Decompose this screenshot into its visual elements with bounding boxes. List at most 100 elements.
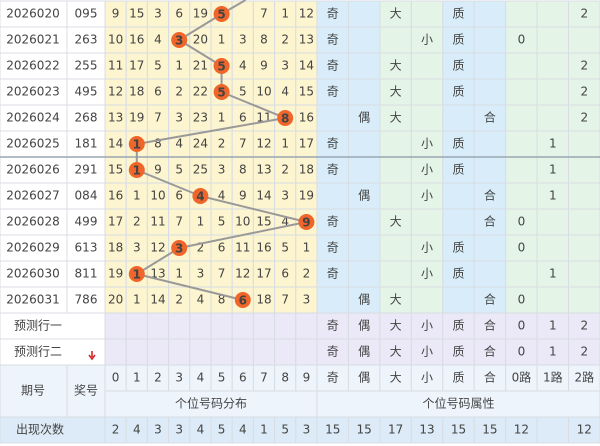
miss-count: 13	[150, 267, 165, 281]
ball	[213, 58, 230, 74]
cell	[0, 364, 68, 418]
number: 181	[75, 137, 98, 151]
attr: 偶	[358, 111, 370, 125]
predict-attr[interactable]: 偶	[358, 345, 370, 359]
cell	[66, 234, 106, 262]
number: 499	[75, 215, 98, 229]
predict-attr[interactable]: 奇	[327, 319, 339, 333]
attr: 1	[549, 163, 557, 177]
count: 5	[281, 423, 289, 437]
cell	[505, 26, 538, 54]
miss-count: 1	[175, 267, 183, 281]
trend-line	[221, 91, 286, 119]
cell	[231, 338, 254, 366]
cell	[410, 0, 444, 28]
cell	[252, 312, 276, 340]
cell	[347, 312, 381, 340]
predict-attr[interactable]: 1	[549, 319, 557, 333]
attr: 2	[580, 59, 588, 73]
attr: 质	[452, 59, 464, 73]
predict-attr[interactable]: 质	[452, 319, 464, 333]
miss-count: 4	[218, 189, 226, 203]
ball	[171, 32, 188, 48]
miss-count: 19	[108, 267, 123, 281]
miss-count: 4	[281, 215, 289, 229]
predict-attr[interactable]: 1	[549, 345, 557, 359]
miss-count: 7	[175, 215, 183, 229]
header-attr: 奇	[327, 371, 339, 385]
header-digit: 1	[133, 371, 141, 385]
header-digit: 0	[112, 371, 120, 385]
predict-attr[interactable]: 大	[390, 319, 402, 333]
attr: 质	[452, 163, 464, 177]
ball	[234, 292, 251, 308]
miss-count: 5	[281, 241, 289, 255]
predict-attr[interactable]: 2	[580, 345, 588, 359]
miss-count: 4	[281, 85, 289, 99]
attr: 0	[518, 33, 526, 47]
predict-attr[interactable]: 合	[484, 318, 496, 333]
cell	[379, 130, 412, 158]
predict-attr[interactable]: 2	[580, 319, 588, 333]
cell	[473, 286, 507, 314]
cell	[347, 260, 381, 288]
count: 3	[303, 423, 311, 437]
miss-count: 23	[193, 111, 208, 125]
predict-attr[interactable]: 质	[452, 345, 464, 359]
cell	[410, 208, 444, 236]
cell	[66, 0, 106, 28]
miss-count: 11	[108, 59, 123, 73]
cell	[568, 286, 600, 314]
predict-attr[interactable]: 0	[518, 345, 526, 359]
predict-label[interactable]: 预测行二	[14, 345, 62, 359]
attr: 小	[421, 241, 433, 255]
cell	[66, 260, 106, 288]
predict-attr[interactable]: 合	[484, 344, 496, 359]
miss-count: 7	[218, 267, 226, 281]
cell	[379, 156, 412, 184]
cell	[347, 130, 381, 158]
cell	[347, 52, 381, 80]
attr: 大	[390, 7, 402, 21]
header-attr: 大	[390, 371, 402, 385]
predict-attr[interactable]: 偶	[358, 319, 370, 333]
predict-attr[interactable]: 小	[421, 319, 433, 333]
cell	[347, 104, 381, 132]
trend-line	[178, 221, 307, 249]
number: 495	[75, 85, 98, 99]
predict-label[interactable]: 预测行一	[14, 319, 62, 333]
trend-line	[136, 117, 286, 145]
cell	[66, 104, 106, 132]
cell	[410, 286, 444, 314]
miss-count: 13	[299, 33, 314, 47]
number: 255	[75, 59, 98, 73]
miss-count: 1	[175, 59, 183, 73]
predict-attr[interactable]: 小	[421, 345, 433, 359]
miss-count: 21	[193, 59, 208, 73]
cell	[316, 104, 349, 132]
cell	[347, 156, 381, 184]
ball-digit: 5	[217, 86, 225, 100]
count: 15	[482, 423, 497, 437]
ball	[128, 136, 145, 152]
cell	[0, 312, 106, 340]
miss-count: 3	[281, 59, 289, 73]
cell	[442, 182, 475, 210]
miss-count: 17	[299, 137, 314, 151]
predict-attr[interactable]: 奇	[327, 345, 339, 359]
predict-attr[interactable]: 大	[390, 345, 402, 359]
count: 4	[197, 423, 205, 437]
section-title: 个位号码属性	[422, 396, 494, 411]
cell	[473, 156, 507, 184]
miss-count: 16	[299, 111, 314, 125]
attr: 小	[421, 189, 433, 203]
attr: 1	[549, 137, 557, 151]
miss-count: 5	[175, 163, 183, 177]
cell	[146, 338, 170, 366]
miss-count: 12	[256, 137, 271, 151]
cell	[316, 338, 349, 366]
miss-count: 3	[281, 189, 289, 203]
miss-count: 14	[108, 137, 123, 151]
cell	[379, 208, 412, 236]
predict-attr[interactable]: 0	[518, 319, 526, 333]
